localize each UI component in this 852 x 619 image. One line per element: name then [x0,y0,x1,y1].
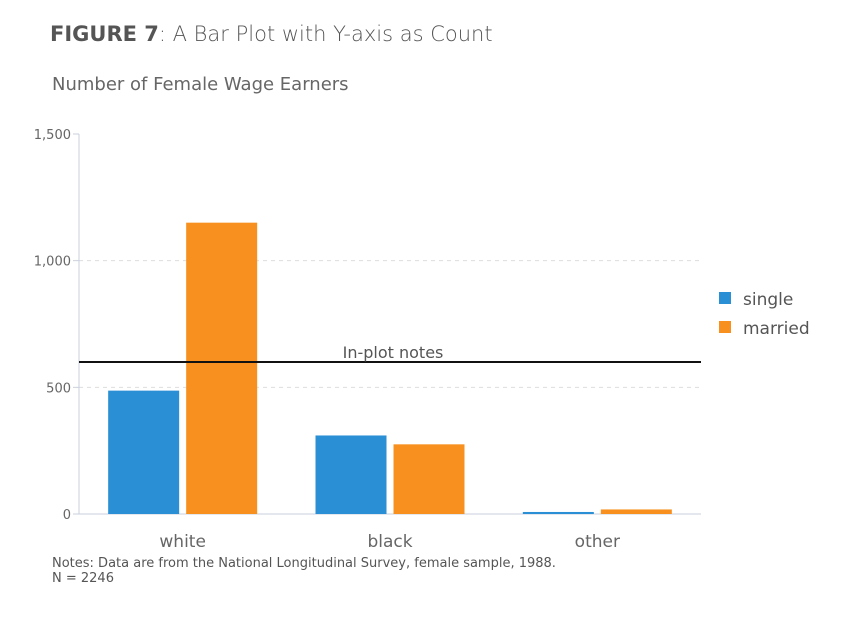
x-tick-label: other [575,532,620,552]
y-tick-label: 500 [46,381,71,396]
bar-married-white [186,222,258,514]
chart-subtitle: Number of Female Wage Earners [52,74,349,95]
bar-single-other [522,511,594,514]
notes-line-source: Notes: Data are from the National Longit… [52,556,556,571]
legend-swatch-married [719,321,731,333]
figure-title: FIGURE 7: A Bar Plot with Y-axis as Coun… [50,22,493,46]
figure-title-text: : A Bar Plot with Y-axis as Count [158,22,493,46]
figure-label: FIGURE 7 [50,22,159,46]
chart-notes: Notes: Data are from the National Longit… [52,556,556,586]
bar-single-white [108,390,180,514]
notes-line-n: N = 2246 [52,571,114,586]
legend-label-married: married [743,319,810,339]
legend-swatch-single [719,292,731,304]
legend-label-single: single [743,290,793,310]
x-tick-label: black [367,532,412,552]
y-tick-label: 1,000 [34,255,71,270]
y-tick-label: 0 [63,508,71,523]
reference-line-label: In-plot notes [343,343,444,362]
x-tick-label: white [159,532,206,552]
bar-single-black [315,435,387,514]
bar-married-other [600,509,672,514]
bar-married-black [393,444,465,514]
y-tick-label: 1,500 [34,128,71,143]
